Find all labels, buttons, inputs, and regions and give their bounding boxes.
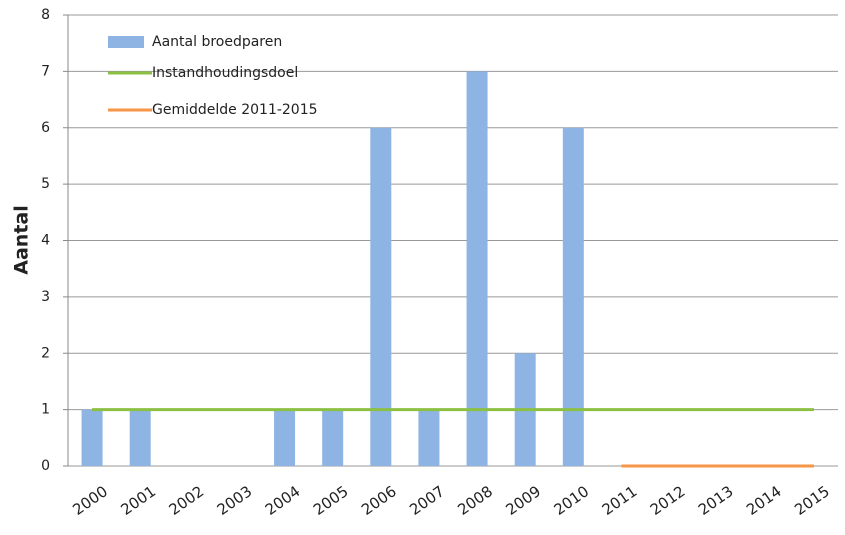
x-tick-label: 2004 bbox=[262, 482, 304, 519]
y-tick-label: 2 bbox=[41, 345, 50, 361]
legend-label: Gemiddelde 2011-2015 bbox=[152, 102, 318, 118]
x-tick-label: 2010 bbox=[551, 482, 593, 519]
x-tick-label: 2007 bbox=[406, 482, 448, 519]
y-tick-label: 6 bbox=[41, 120, 50, 136]
bar bbox=[562, 127, 584, 466]
y-tick-label: 7 bbox=[41, 63, 50, 79]
bar bbox=[322, 409, 344, 466]
y-axis-label: Aantal bbox=[11, 205, 33, 274]
bar bbox=[370, 127, 392, 466]
y-tick-label: 0 bbox=[41, 458, 50, 474]
bar bbox=[274, 409, 296, 466]
y-tick-label: 4 bbox=[41, 233, 50, 249]
x-tick-label: 2012 bbox=[647, 482, 689, 519]
bar bbox=[466, 71, 488, 466]
y-tick-label: 8 bbox=[41, 7, 50, 23]
x-tick-label: 2015 bbox=[791, 482, 833, 519]
x-tick-label: 2008 bbox=[454, 482, 496, 519]
x-tick-label: 2006 bbox=[358, 482, 400, 519]
y-tick-label: 5 bbox=[41, 176, 50, 192]
legend-label: Instandhoudingsdoel bbox=[152, 65, 298, 81]
legend-swatch bbox=[108, 36, 144, 48]
x-tick-label: 2002 bbox=[166, 482, 208, 519]
x-tick-label: 2009 bbox=[502, 482, 544, 519]
x-tick-label: 2014 bbox=[743, 482, 785, 519]
x-tick-label: 2001 bbox=[117, 482, 159, 519]
bar bbox=[129, 409, 151, 466]
y-tick-label: 3 bbox=[41, 289, 50, 305]
x-tick-label: 2005 bbox=[310, 482, 352, 519]
x-tick-label: 2003 bbox=[214, 482, 256, 519]
x-tick-label: 2013 bbox=[695, 482, 737, 519]
bar bbox=[418, 409, 440, 466]
legend-label: Aantal broedparen bbox=[152, 34, 282, 50]
x-tick-label: 2011 bbox=[599, 482, 641, 519]
x-tick-label: 2000 bbox=[69, 482, 111, 519]
y-tick-label: 1 bbox=[41, 402, 50, 418]
bar bbox=[81, 409, 103, 466]
